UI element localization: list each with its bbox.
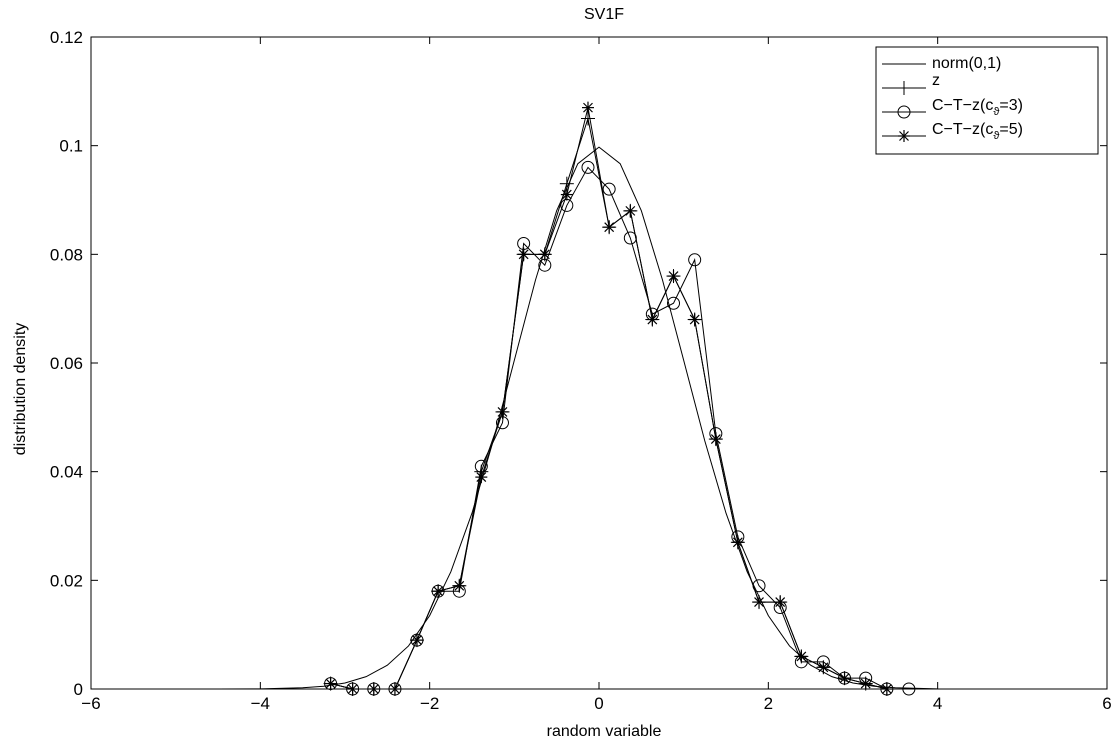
series-3-point — [646, 313, 659, 326]
series-3-point — [624, 204, 637, 217]
series-3-point — [517, 248, 530, 261]
legend-marker — [897, 105, 911, 119]
y-tick-label: 0.06 — [50, 354, 83, 373]
y-tick-label: 0.12 — [50, 28, 83, 47]
series-3-point — [688, 313, 701, 326]
series-3-point — [346, 683, 359, 695]
series-3-point — [731, 536, 744, 549]
series-3-point — [817, 661, 830, 674]
legend-label: norm(0,1) — [932, 55, 1001, 72]
legend-item: z — [882, 72, 940, 95]
x-tick-label: 4 — [933, 694, 942, 713]
series-3-point — [453, 579, 466, 592]
x-tick-label: −2 — [420, 694, 439, 713]
series-2-point — [902, 682, 916, 696]
series-3-point — [475, 471, 488, 484]
y-tick-label: 0 — [74, 680, 83, 699]
x-tick-label: 2 — [764, 694, 773, 713]
y-tick-label: 0.1 — [59, 137, 83, 156]
series-2-point — [688, 253, 702, 267]
series-3-point — [795, 650, 808, 663]
x-tick-label: −4 — [251, 694, 270, 713]
series-3-point — [432, 585, 445, 598]
series-3-point — [753, 596, 766, 609]
legend-item: C−T−z(cϑ=3) — [882, 97, 1023, 119]
series-line-1 — [330, 116, 887, 690]
chart-title: SV1F — [584, 6, 624, 23]
series-3-point — [838, 672, 851, 685]
x-axis-title: random variable — [547, 723, 662, 740]
plot-area: −6 −4 −2 0 2 4 6 0 0.02 0.04 0.06 0.08 0.1 0.12 — [50, 28, 1112, 713]
series-3-point — [538, 248, 551, 261]
series-3-point — [324, 677, 337, 690]
series-3-point — [859, 677, 872, 690]
series-3-point — [410, 634, 423, 647]
series-3-point — [560, 188, 573, 201]
series-2-point — [602, 182, 616, 196]
legend-label: z — [932, 72, 940, 89]
legend-item: norm(0,1) — [882, 55, 1001, 72]
series-line-2 — [330, 166, 909, 690]
series-1-point — [559, 176, 574, 191]
series-3-point — [367, 683, 380, 695]
y-axis-title: distribution density — [12, 323, 29, 456]
series-3-point — [709, 433, 722, 446]
legend-label: C−T−z(cϑ=3) — [932, 97, 1023, 118]
x-tick-label: 0 — [594, 694, 603, 713]
series-line-0 — [91, 146, 938, 690]
series-3-point — [603, 221, 616, 234]
legend-label: C−T−z(cϑ=5) — [932, 121, 1023, 142]
series-3-point — [880, 683, 893, 695]
series-3-point — [496, 405, 509, 418]
series-3-point — [667, 270, 680, 283]
y-tick-label: 0.02 — [50, 571, 83, 590]
y-tick-label: 0.04 — [50, 463, 83, 482]
series-3-point — [774, 596, 787, 609]
series-2-point — [667, 296, 681, 310]
legend-marker — [898, 130, 910, 142]
series-1-point — [580, 111, 595, 126]
y-tick-label: 0.08 — [50, 245, 83, 264]
series-3-point — [581, 101, 594, 114]
series-2-point — [581, 160, 595, 174]
x-tick-label: 6 — [1102, 694, 1111, 713]
legend-marker — [897, 81, 911, 95]
x-tick-label: −6 — [81, 694, 100, 713]
legend: norm(0,1)z C−T−z(cϑ=3) C−T−z(cϑ=5) — [875, 46, 1099, 155]
series-3-point — [388, 683, 401, 695]
legend-item: C−T−z(cϑ=5) — [882, 121, 1023, 142]
